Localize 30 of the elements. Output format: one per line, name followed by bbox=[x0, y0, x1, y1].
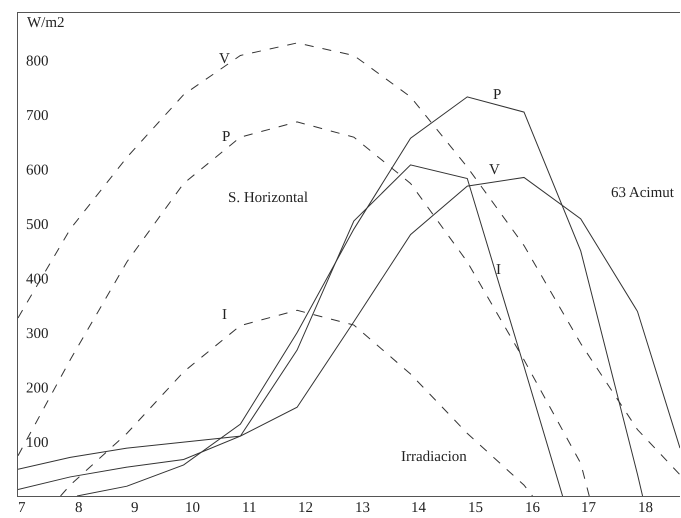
series-label: P bbox=[493, 87, 502, 103]
y-tick-label: 100 bbox=[26, 434, 48, 451]
annotation: Irradiacion bbox=[401, 449, 468, 465]
x-tick-label: 18 bbox=[638, 500, 653, 516]
series-label: I bbox=[222, 307, 227, 323]
y-tick-label: 600 bbox=[26, 162, 48, 179]
x-tick-label: 11 bbox=[242, 500, 256, 516]
x-tick-label: 17 bbox=[581, 500, 596, 516]
annotation: S. Horizontal bbox=[228, 190, 308, 206]
x-tick-label: 15 bbox=[468, 500, 483, 516]
x-tick-label: 12 bbox=[298, 500, 313, 516]
series-label: V bbox=[489, 162, 500, 178]
y-tick-label: 800 bbox=[26, 54, 48, 70]
x-tick-label: 14 bbox=[411, 500, 426, 516]
y-tick-label: 500 bbox=[26, 216, 48, 233]
x-tick-label: 13 bbox=[355, 500, 370, 516]
y-tick-label: 200 bbox=[26, 380, 48, 396]
x-tick-label: 7 bbox=[18, 500, 26, 516]
x-tick-label: 16 bbox=[525, 500, 540, 516]
y-tick-label: 400 bbox=[26, 271, 48, 288]
y-tick-label: 700 bbox=[26, 108, 48, 124]
x-tick-label: 8 bbox=[75, 500, 82, 516]
y-axis-title: W/m2 bbox=[27, 15, 64, 31]
x-tick-label: 10 bbox=[185, 500, 200, 516]
series-label: V bbox=[219, 51, 230, 67]
y-tick-label: 300 bbox=[26, 326, 48, 342]
series-label: P bbox=[222, 129, 230, 145]
annotation: 63 Acimut bbox=[611, 185, 675, 201]
x-tick-label: 9 bbox=[131, 500, 138, 516]
series-label: I bbox=[496, 262, 501, 278]
